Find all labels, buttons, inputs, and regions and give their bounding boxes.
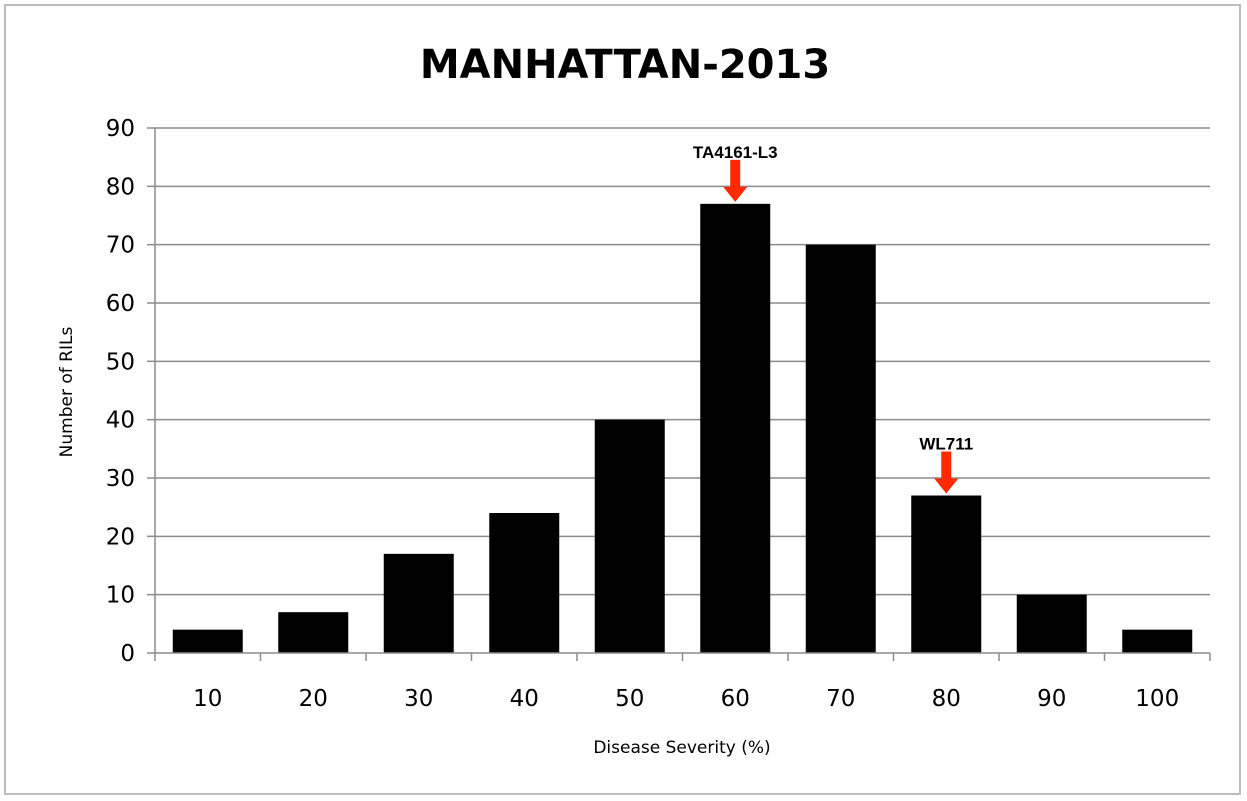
x-tick-label: 40 [510,686,539,712]
annotation-label: TA4161-L3 [693,143,778,162]
gridlines [155,127,1210,596]
arrow-shaft [941,451,952,480]
x-tick-label: 90 [1037,686,1066,712]
bar-90 [1016,594,1087,653]
x-tick-labels: 10 20 30 40 50 60 70 80 90 100 [193,686,1179,712]
chart-title: MANHATTAN-2013 [420,42,830,88]
x-tick-label: 20 [299,686,328,712]
y-tick-label: 30 [106,466,135,492]
annotations: TA4161-L3 WL711 [693,143,973,494]
arrow-head [723,186,748,202]
arrow-head [934,478,959,494]
bar-10 [172,629,243,653]
bar-20 [278,612,349,653]
y-tick-label: 40 [106,408,135,434]
x-tick-label: 50 [615,686,644,712]
bars [172,203,1193,654]
x-tick-label: 80 [932,686,961,712]
red-arrow-icon [934,451,959,494]
annotation-label: WL711 [919,435,973,454]
bar-30 [383,553,454,653]
x-axis-label: Disease Severity (%) [593,738,770,758]
y-tick-label: 60 [106,291,135,317]
x-tick-label: 60 [721,686,750,712]
bar-80 [911,495,982,653]
y-tick-label: 20 [106,524,135,550]
chart-frame [4,4,1241,795]
x-tick-label: 30 [404,686,433,712]
x-tick-label: 10 [193,686,222,712]
arrow-shaft [730,159,741,188]
x-tick-label: 100 [1135,686,1179,712]
red-arrow-icon [723,159,748,202]
y-tick-label: 0 [120,641,135,667]
bar-50 [594,419,665,653]
y-tick-label: 80 [106,174,135,200]
axes [147,127,1211,661]
y-tick-label: 10 [106,583,135,609]
y-tick-labels: 0 10 20 30 40 50 60 70 80 90 [106,116,135,667]
y-tick-label: 90 [106,116,135,142]
x-tick-label: 70 [826,686,855,712]
bar-40 [489,513,560,653]
bar-100 [1122,629,1193,653]
y-tick-label: 50 [106,349,135,375]
bar-70 [805,244,876,653]
y-axis-label: Number of RILs [57,327,77,458]
bar-60 [700,203,771,654]
y-tick-label: 70 [106,233,135,259]
